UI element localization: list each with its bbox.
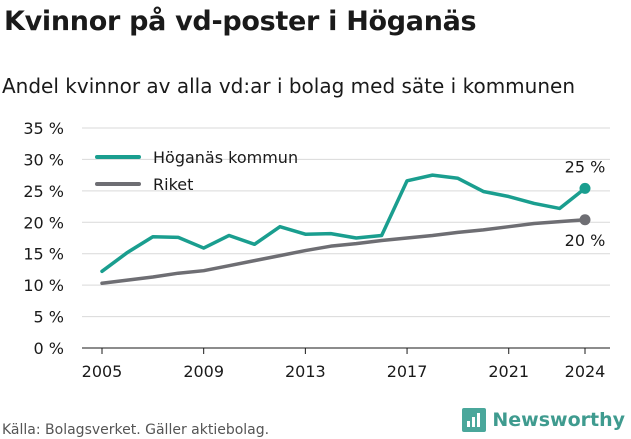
legend-label-riket: Riket: [153, 175, 193, 194]
series-lines: [100, 173, 587, 286]
brand-logo: Newsworthy: [462, 408, 625, 432]
y-tick-label: 10 %: [23, 276, 64, 295]
x-tick-label: 2009: [183, 362, 224, 381]
line-chart: 0 %5 %10 %15 %20 %25 %30 %35 % 2005 2009 2…: [23, 119, 610, 381]
source-note: Källa: Bolagsverket. Gäller aktiebolag.: [2, 422, 270, 438]
y-tick-label: 20 %: [23, 213, 64, 232]
gridlines: [82, 127, 610, 349]
y-tick-label: 35 %: [23, 119, 64, 138]
chart-title: Kvinnor på vd-poster i Höganäs: [4, 6, 477, 37]
x-tick-label: 2017: [387, 362, 428, 381]
x-tick-label: 2013: [285, 362, 326, 381]
y-tick-label: 25 %: [23, 182, 64, 201]
end-label-riket: 20 %: [565, 231, 606, 250]
x-tick-label: 2021: [488, 362, 529, 381]
end-point-hoganas: [579, 182, 591, 194]
series-line-riket: [100, 218, 587, 286]
y-tick-label: 30 %: [23, 150, 64, 169]
newsworthy-logo-icon: [462, 408, 487, 432]
legend-label-hoganas: Höganäs kommun: [153, 148, 298, 167]
chart-subtitle: Andel kvinnor av alla vd:ar i bolag med …: [2, 74, 575, 98]
brand-name: Newsworthy: [492, 409, 625, 431]
end-labels: 20 % 25 %: [565, 157, 606, 249]
x-tick-label: 2024: [565, 362, 606, 381]
y-tick-label: 15 %: [23, 245, 64, 264]
y-tick-label: 0 %: [34, 339, 64, 358]
y-tick-label: 5 %: [34, 308, 64, 327]
x-axis: 2005 2009 2013 2017 2021 2024: [82, 347, 610, 381]
y-axis-ticks: 0 % 5 % 10 % 15 % 20 % 25 % 30 % 35 %: [23, 119, 64, 358]
series-line-hoganas: [100, 173, 587, 274]
legend: Höganäs kommun Riket: [95, 148, 298, 194]
end-label-hoganas: 25 %: [565, 157, 606, 176]
x-tick-label: 2005: [82, 362, 123, 381]
end-point-riket: [579, 214, 591, 226]
